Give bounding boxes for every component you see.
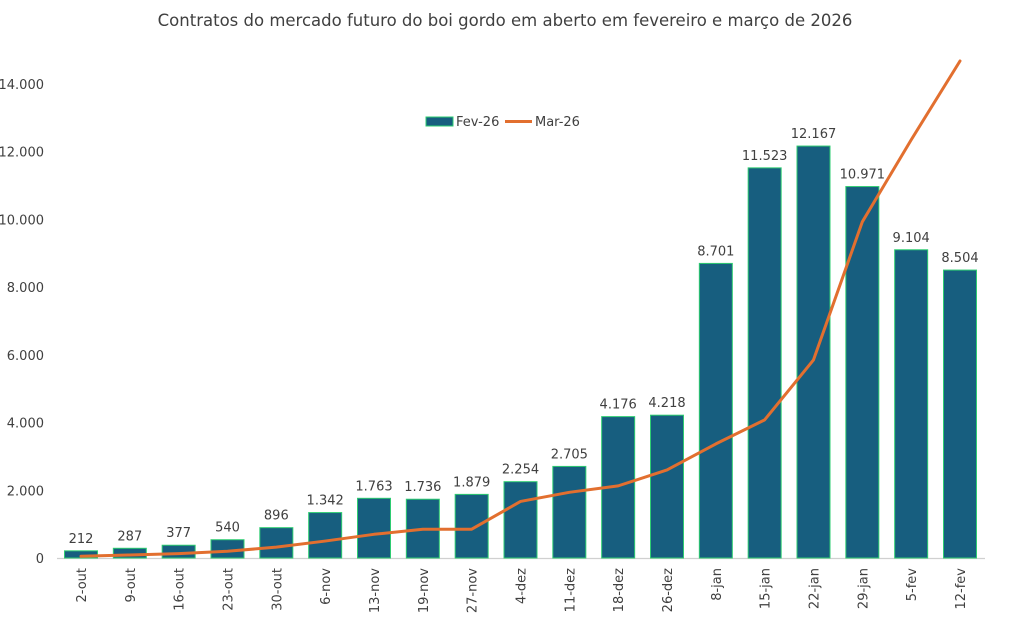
- data-label: 4.218: [648, 396, 685, 411]
- data-label: 4.176: [600, 398, 637, 413]
- x-tick-label: 18-dez: [612, 568, 627, 612]
- data-label: 11.523: [742, 149, 788, 164]
- bar-11-dez: [552, 465, 587, 559]
- bar-5-fev: [894, 249, 929, 559]
- bar-15-jan: [747, 167, 782, 559]
- data-label: 1.736: [404, 480, 441, 495]
- x-tick-label: 13-nov: [368, 568, 383, 613]
- x-tick-label: 5-fev: [905, 568, 920, 602]
- x-tick-label: 19-nov: [417, 568, 432, 613]
- y-tick-label: 12.000: [0, 146, 44, 161]
- x-tick-label: 9-out: [124, 568, 139, 603]
- data-labels: 212 287 377 540 896 1.342 1.763 1.736 1.879 2.254…: [69, 127, 979, 547]
- data-label: 377: [166, 526, 191, 541]
- data-label: 1.342: [307, 494, 344, 509]
- data-label: 287: [117, 529, 142, 544]
- data-label: 8.504: [941, 251, 978, 266]
- x-tick-label: 6-nov: [319, 568, 334, 605]
- y-tick-label: 2.000: [7, 484, 44, 499]
- data-label: 8.701: [697, 244, 734, 259]
- bar-6-nov: [308, 512, 343, 559]
- data-label: 10.971: [840, 168, 886, 183]
- x-tick-label: 27-nov: [466, 568, 481, 613]
- x-tick-label: 8-jan: [710, 568, 725, 601]
- data-label: 540: [215, 521, 240, 536]
- legend-label-fev26: Fev-26: [456, 115, 499, 130]
- x-tick-label: 16-out: [173, 568, 188, 611]
- legend-label-mar26: Mar-26: [535, 115, 580, 130]
- data-label: 896: [264, 509, 289, 524]
- y-tick-label: 4.000: [7, 417, 44, 432]
- y-tick-label: 8.000: [7, 281, 44, 296]
- data-label: 212: [69, 532, 94, 547]
- data-label: 2.254: [502, 463, 539, 478]
- x-axis: 2-out 9-out 16-out 23-out 30-out 6-nov 13-nov 1…: [75, 568, 969, 613]
- x-tick-label: 23-out: [222, 568, 237, 611]
- bar-8-jan: [698, 262, 733, 559]
- bar-4-dez: [503, 481, 538, 559]
- data-label: 1.879: [453, 475, 490, 490]
- x-tick-label: 4-dez: [515, 568, 530, 604]
- x-tick-label: 2-out: [75, 568, 90, 603]
- y-axis: 0 2.000 4.000 6.000 8.000 10.000 12.000 14.000: [0, 78, 44, 567]
- data-label: 2.705: [551, 447, 588, 462]
- line-series: [79, 59, 962, 558]
- x-tick-label: 15-jan: [759, 568, 774, 609]
- bar-27-nov: [454, 493, 489, 559]
- x-tick-label: 11-dez: [563, 568, 578, 612]
- bar-29-jan: [845, 186, 880, 559]
- x-tick-label: 26-dez: [661, 568, 676, 612]
- data-label: 1.763: [355, 479, 392, 494]
- bar-26-dez: [650, 414, 684, 559]
- x-tick-label: 12-fev: [954, 568, 969, 610]
- y-tick-label: 6.000: [7, 349, 44, 364]
- legend: Fev-26 Mar-26: [425, 115, 580, 130]
- legend-swatch-fev26: [425, 116, 454, 127]
- data-label: 12.167: [791, 127, 837, 142]
- x-tick-label: 22-jan: [808, 568, 823, 609]
- data-label: 9.104: [893, 231, 930, 246]
- bar-13-nov: [357, 497, 391, 559]
- x-tick-label: 29-jan: [856, 568, 871, 609]
- y-tick-label: 0: [36, 552, 44, 567]
- chart-title: Contratos do mercado futuro do boi gordo…: [158, 11, 853, 30]
- bar-30-out: [259, 527, 294, 559]
- y-tick-label: 14.000: [0, 78, 44, 93]
- x-tick-label: 30-out: [270, 568, 285, 611]
- y-tick-label: 10.000: [0, 213, 44, 228]
- bar-series: [64, 145, 977, 559]
- bar-12-fev: [943, 269, 977, 559]
- bar-22-jan: [796, 145, 831, 559]
